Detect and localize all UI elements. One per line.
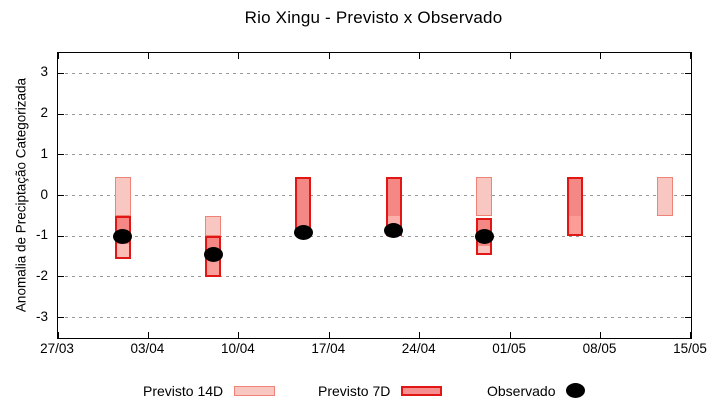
y-axis-tick [685,195,691,196]
y-tick-label: -2 [35,267,48,283]
legend-item-observado: Observado [487,381,586,400]
y-axis-tick [58,154,64,156]
x-tick-label: 24/04 [401,341,436,356]
x-axis-tick [600,332,602,338]
x-axis-tick [690,53,691,59]
y-axis-tick [58,72,64,74]
legend-item-previsto-14d: Previsto 14D [143,381,276,400]
x-axis-tick [328,53,330,59]
previsto-7d-fill [297,179,310,233]
x-axis-tick [690,332,691,338]
x-tick-label: 08/05 [582,341,617,356]
y-tick-label: -3 [35,308,48,324]
x-axis-tick [58,53,59,59]
x-axis-tick [419,53,421,59]
x-axis-tick [58,332,59,338]
gridline [58,195,691,196]
x-axis-tick [238,53,240,59]
observed-dot [113,228,133,244]
y-axis-tick [685,72,691,74]
x-axis-tick [238,332,240,338]
gridline [58,154,691,156]
x-axis-tick [147,53,149,59]
legend-swatch-previsto-7d-icon [401,385,443,396]
gridline [58,113,691,115]
y-axis-tick [58,113,64,115]
y-tick-label: 0 [40,186,48,202]
x-tick-label: 01/05 [492,341,527,356]
y-axis-tick [685,154,691,156]
x-tick-label: 17/04 [311,341,346,356]
y-axis-tick [58,195,64,196]
previsto-7d-box [295,177,312,233]
previsto-14d-box [114,177,131,216]
previsto-7d-fill [568,179,581,216]
legend-swatch-previsto-14d-icon [234,385,276,396]
gridline [58,317,691,319]
legend-label-previsto-14d: Previsto 14D [143,382,224,399]
y-tick-label: 2 [40,105,48,121]
previsto-7d-fill [387,179,400,216]
previsto-14d-box [205,215,222,237]
y-tick-label: -1 [35,227,48,243]
observed-dot [203,247,223,263]
x-axis-tick [419,332,421,338]
x-axis-tick [509,53,511,59]
x-tick-label: 03/04 [130,341,165,356]
previsto-14d-box [476,177,493,216]
observed-dot [474,228,494,244]
y-tick-label: 3 [40,64,48,80]
previsto-14d-box [657,177,674,216]
observed-dot [293,224,313,240]
gridline [58,72,691,74]
x-axis-tick [600,53,602,59]
y-axis-tick [58,276,64,278]
y-axis-tick [685,235,691,237]
x-axis-tick [328,332,330,338]
legend: Previsto 14D Previsto 7D Observado [0,381,720,400]
x-tick-label: 27/03 [40,341,74,356]
x-tick-label: 10/04 [220,341,255,356]
chart-title: Rio Xingu - Previsto x Observado [244,8,503,27]
legend-label-previsto-7d: Previsto 7D [318,382,391,399]
y-axis-tick [58,235,64,237]
gridline [58,235,691,237]
x-axis-tick [509,332,511,338]
gridline [58,276,691,278]
legend-item-previsto-7d: Previsto 7D [318,381,443,400]
observed-dot [384,222,404,238]
x-tick-label: 15/05 [673,341,707,356]
y-axis-tick [685,317,691,319]
legend-observado-dot-icon [566,383,586,398]
plot-area [57,52,692,339]
previsto-7d-box [566,177,583,237]
x-axis-tick [147,332,149,338]
y-tick-label: 1 [40,145,48,161]
y-axis-tick [685,276,691,278]
y-axis-tick [685,113,691,115]
legend-label-observado: Observado [487,382,556,399]
y-axis-tick [58,317,64,319]
